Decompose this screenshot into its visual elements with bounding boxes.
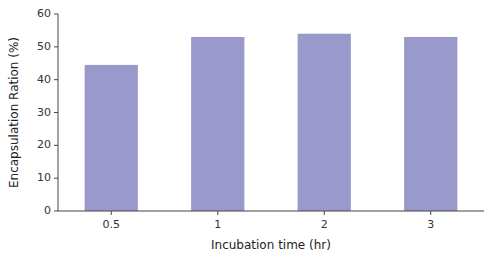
bar [191,37,244,211]
y-tick [54,112,58,113]
bar [298,34,351,211]
x-tick [430,211,431,215]
y-tick-label: 30 [37,106,51,119]
x-tick-label: 2 [321,218,328,231]
bar [404,37,457,211]
bar [85,65,138,211]
y-tick-label: 0 [44,204,51,217]
x-tick [111,211,112,215]
y-tick-label: 60 [37,7,51,20]
y-tick [54,79,58,80]
y-axis-label: Encapsulation Ration (%) [7,37,21,188]
x-tick-label: 1 [214,218,221,231]
y-tick [54,211,58,212]
y-tick-label: 20 [37,138,51,151]
x-axis-line [58,211,484,212]
y-tick [54,14,58,15]
x-tick [324,211,325,215]
y-tick-label: 10 [37,171,51,184]
y-tick-label: 50 [37,40,51,53]
y-tick-label: 40 [37,73,51,86]
y-tick [54,178,58,179]
x-tick-label: 3 [427,218,434,231]
bars [85,34,458,211]
x-tick [217,211,218,215]
x-axis-label: Incubation time (hr) [211,238,331,252]
y-tick [54,145,58,146]
chart-svg: 0 10 20 30 40 50 60 0.5 1 2 3 Incubation time (hr) E… [0,0,500,257]
x-tick-label: 0.5 [103,218,121,231]
y-tick [54,46,58,47]
chart-container: 0 10 20 30 40 50 60 0.5 1 2 3 Incubation time (hr) E… [0,0,500,257]
